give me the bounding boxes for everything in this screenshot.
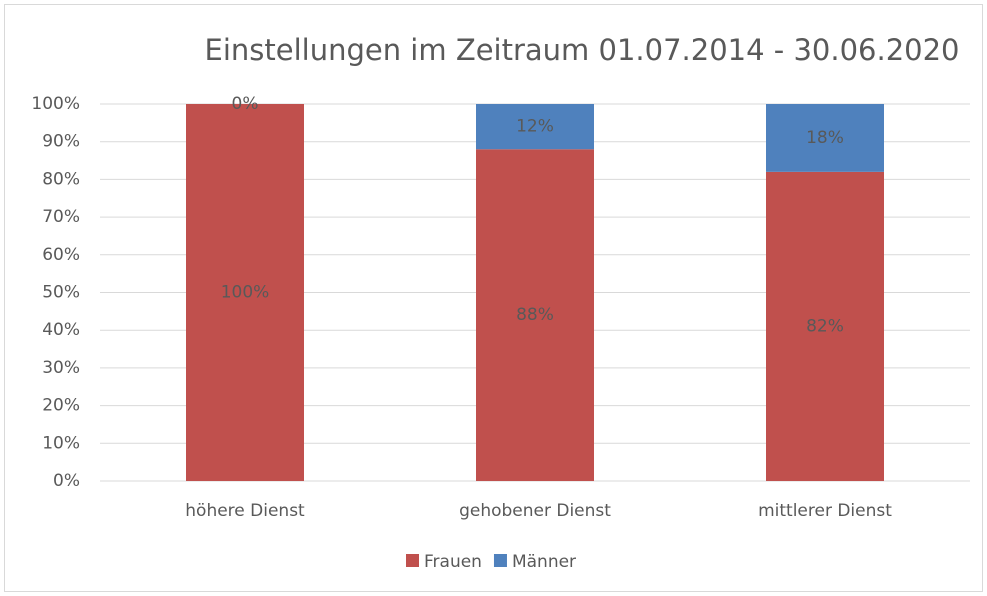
y-tick-label: 70% (42, 207, 80, 227)
data-label: 100% (221, 283, 270, 303)
bar-segment (766, 171, 884, 482)
bar-segment (476, 149, 594, 482)
y-tick-label: 10% (42, 433, 80, 453)
data-label: 18% (806, 128, 844, 148)
legend-label: Männer (512, 552, 576, 572)
data-label: 82% (806, 316, 844, 336)
y-tick-label: 40% (42, 320, 80, 340)
x-tick-label: mittlerer Dienst (758, 501, 892, 521)
bar-segment (476, 104, 594, 150)
data-label: 0% (232, 94, 259, 114)
y-tick-label: 60% (42, 245, 80, 265)
legend-label: Frauen (424, 552, 482, 572)
data-label: 12% (516, 117, 554, 137)
y-tick-label: 90% (42, 132, 80, 152)
y-tick-label: 100% (31, 94, 80, 114)
legend-swatch (406, 554, 419, 567)
y-tick-label: 80% (42, 169, 80, 189)
x-tick-label: höhere Dienst (185, 501, 305, 521)
y-tick-label: 50% (42, 283, 80, 303)
chart-title: Einstellungen im Zeitraum 01.07.2014 - 3… (205, 33, 960, 67)
bar-segment (186, 104, 304, 481)
y-tick-label: 0% (53, 471, 80, 491)
data-label: 88% (516, 305, 554, 325)
y-tick-label: 30% (42, 358, 80, 378)
bar-segment (766, 104, 884, 172)
y-tick-label: 20% (42, 396, 80, 416)
x-tick-label: gehobener Dienst (459, 501, 611, 521)
legend-swatch (493, 554, 507, 567)
